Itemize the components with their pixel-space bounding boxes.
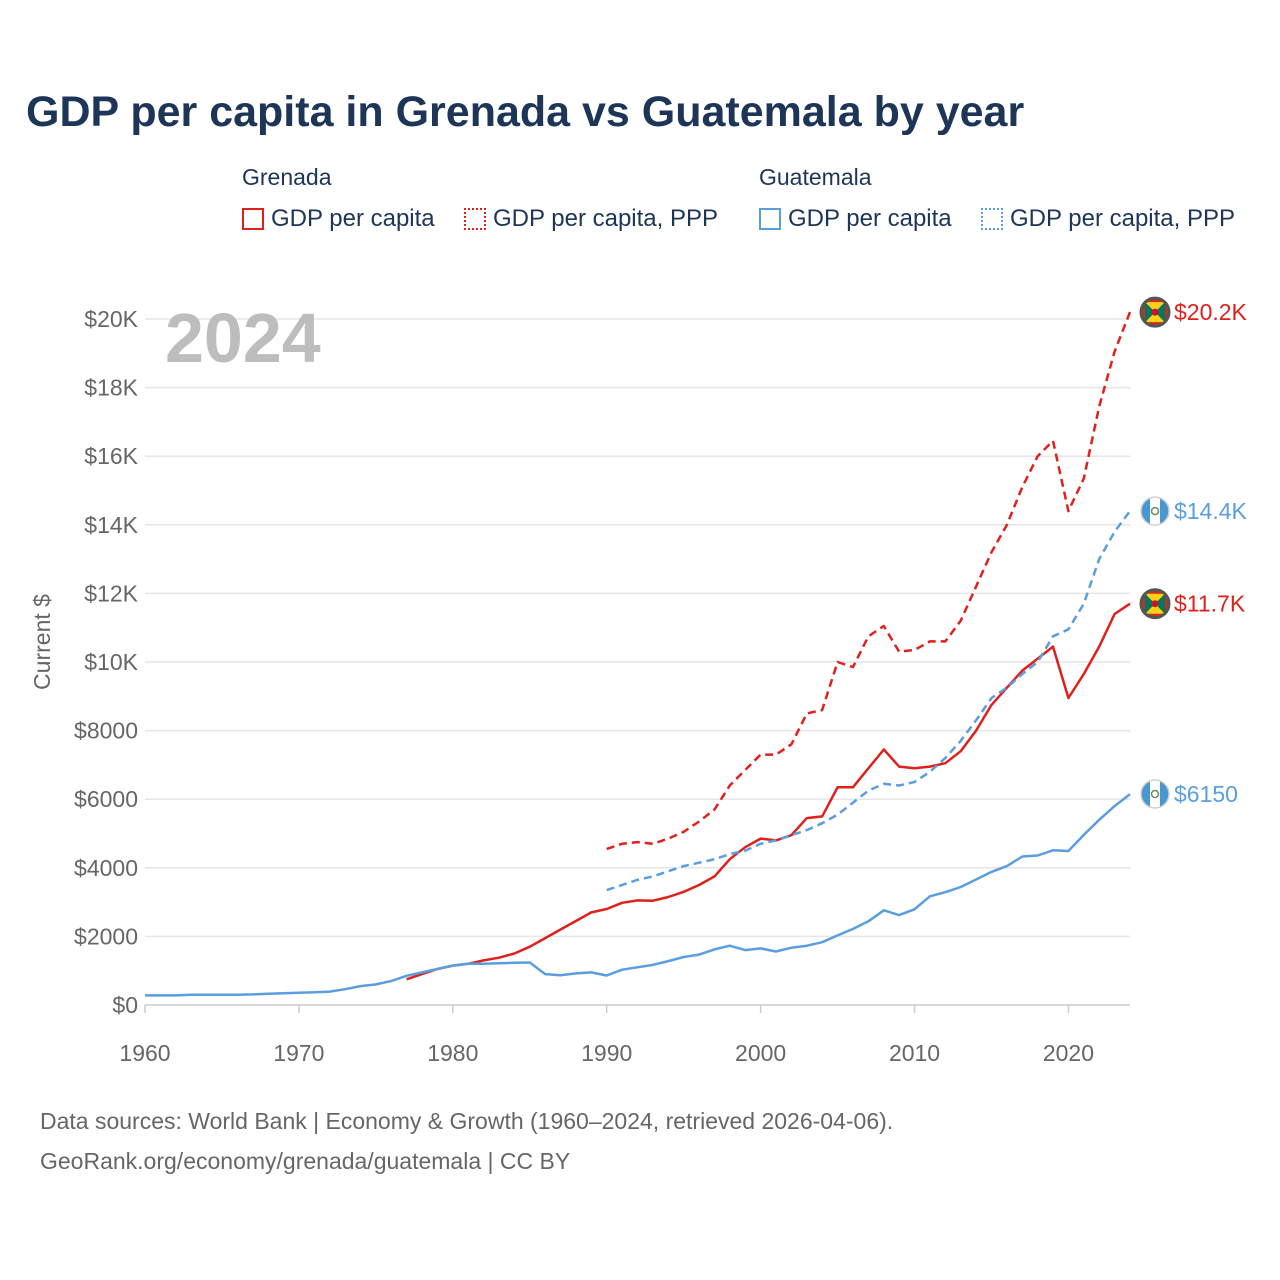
flag-emblem bbox=[1150, 506, 1160, 516]
legend-swatch-dotted-blue bbox=[981, 208, 1003, 230]
flag-band bbox=[1160, 780, 1169, 808]
flag-triangle bbox=[1145, 593, 1155, 614]
legend-label: GDP per capita, PPP bbox=[1010, 205, 1235, 232]
flag-ring bbox=[1139, 296, 1171, 328]
end-value-label: $14.4K bbox=[1174, 498, 1248, 524]
y-tick-label: $8000 bbox=[74, 718, 138, 744]
flag-center-disc bbox=[1151, 308, 1159, 316]
flag-triangle bbox=[1155, 593, 1165, 614]
x-tick-label: 1990 bbox=[581, 1040, 632, 1066]
end-markers: $11.7K $20.2K $6150 $14.4K bbox=[1139, 296, 1248, 809]
y-tick-label: $6000 bbox=[74, 786, 138, 812]
x-tick-label: 1980 bbox=[427, 1040, 478, 1066]
flag-triangle bbox=[1145, 593, 1165, 604]
y-tick-label: $12K bbox=[84, 580, 138, 606]
y-tick-label: $10K bbox=[84, 649, 138, 675]
flag-triangle bbox=[1145, 603, 1165, 614]
y-tick-label: $2000 bbox=[74, 923, 138, 949]
y-tick-label: $0 bbox=[112, 992, 138, 1018]
series-line-1[interactable] bbox=[406, 602, 1131, 981]
end-marker-1 bbox=[1139, 588, 1171, 620]
end-value-label: $20.2K bbox=[1174, 299, 1248, 325]
axes: $0 $2000 $4000 $6000 $8000 $10K $12K $14K $16K $1… bbox=[29, 306, 1094, 1066]
end-marker-2 bbox=[1139, 296, 1171, 328]
year-watermark: 2024 bbox=[165, 299, 321, 377]
flag-band bbox=[1160, 497, 1169, 525]
legend-label: GDP per capita bbox=[271, 205, 435, 232]
legend-guatemala-gdp-ppp[interactable]: GDP per capita, PPP bbox=[981, 205, 1235, 233]
y-tick-label: $20K bbox=[84, 306, 138, 332]
legend-group-grenada: Grenada bbox=[242, 164, 332, 190]
footer-attribution[interactable]: GeoRank.org/economy/grenada/guatemala | … bbox=[40, 1148, 571, 1174]
x-tick-label: 1960 bbox=[119, 1040, 170, 1066]
flag-band bbox=[1140, 780, 1150, 808]
legend-label: GDP per capita, PPP bbox=[493, 205, 718, 232]
x-tick-label: 1970 bbox=[273, 1040, 324, 1066]
end-marker-4 bbox=[1140, 496, 1170, 526]
y-tick-label: $16K bbox=[84, 443, 138, 469]
y-axis-title: Current $ bbox=[29, 594, 55, 690]
end-value-label: $11.7K bbox=[1174, 591, 1246, 617]
flag-triangle bbox=[1145, 302, 1165, 313]
legend-grenada-gdp-ppp[interactable]: GDP per capita, PPP bbox=[464, 205, 718, 233]
x-tick-label: 2010 bbox=[889, 1040, 940, 1066]
legend-swatch-dotted-red bbox=[464, 208, 486, 230]
end-marker-3 bbox=[1140, 779, 1170, 809]
legend-guatemala-gdp[interactable]: GDP per capita bbox=[759, 205, 952, 233]
legend-swatch-solid-blue bbox=[759, 208, 781, 230]
flag-triangle bbox=[1145, 312, 1165, 323]
y-tick-label: $14K bbox=[84, 512, 138, 538]
flag-ring bbox=[1139, 588, 1171, 620]
flag-emblem bbox=[1150, 789, 1160, 799]
end-value-label: $6150 bbox=[1174, 781, 1238, 807]
y-tick-label: $4000 bbox=[74, 855, 138, 881]
flag-band bbox=[1141, 497, 1150, 525]
series-line-2[interactable] bbox=[606, 311, 1132, 851]
legend-label: GDP per capita bbox=[788, 205, 952, 232]
y-tick-label: $18K bbox=[84, 375, 138, 401]
legend-grenada-gdp[interactable]: GDP per capita bbox=[242, 205, 435, 233]
flag-triangle bbox=[1145, 302, 1155, 323]
footer-sources: Data sources: World Bank | Economy & Gro… bbox=[40, 1108, 894, 1134]
flag-triangle bbox=[1155, 302, 1165, 323]
grid-lines bbox=[145, 318, 1130, 1006]
series-lines bbox=[145, 311, 1132, 997]
chart-title: GDP per capita in Grenada vs Guatemala b… bbox=[26, 88, 1025, 136]
flag-ring bbox=[1140, 496, 1170, 526]
flag-ring bbox=[1140, 779, 1170, 809]
series-line-3[interactable] bbox=[145, 793, 1131, 997]
legend-group-guatemala: Guatemala bbox=[759, 164, 872, 190]
flag-center-disc bbox=[1151, 600, 1159, 608]
series-line-4[interactable] bbox=[606, 510, 1132, 892]
legend-swatch-solid-red bbox=[242, 208, 264, 230]
x-tick-label: 2000 bbox=[735, 1040, 786, 1066]
x-tick-label: 2020 bbox=[1043, 1040, 1094, 1066]
